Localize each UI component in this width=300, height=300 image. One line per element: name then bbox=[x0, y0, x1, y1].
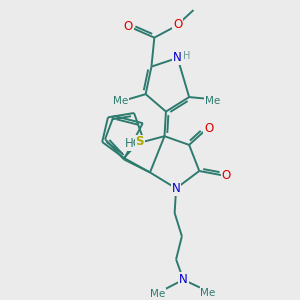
Text: HO: HO bbox=[125, 137, 143, 150]
Text: N: N bbox=[173, 51, 182, 64]
Text: Me: Me bbox=[205, 96, 220, 106]
Text: H: H bbox=[183, 52, 190, 61]
Text: O: O bbox=[124, 20, 133, 33]
Text: O: O bbox=[204, 122, 213, 136]
Text: S: S bbox=[136, 136, 144, 148]
Text: Me: Me bbox=[150, 289, 165, 299]
Text: N: N bbox=[172, 182, 181, 195]
Text: O: O bbox=[173, 18, 182, 31]
Text: Me: Me bbox=[113, 96, 129, 106]
Text: Me: Me bbox=[200, 288, 216, 298]
Text: O: O bbox=[221, 169, 231, 182]
Text: N: N bbox=[179, 273, 188, 286]
